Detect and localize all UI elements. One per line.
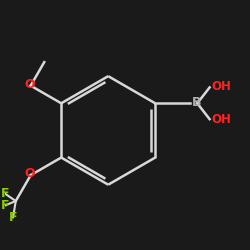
Text: OH: OH [211, 80, 231, 94]
Text: F: F [9, 211, 17, 224]
Text: O: O [24, 167, 35, 180]
Text: B: B [192, 96, 201, 109]
Text: F: F [1, 199, 9, 212]
Text: O: O [24, 78, 35, 91]
Text: OH: OH [211, 113, 231, 126]
Text: F: F [1, 187, 9, 200]
